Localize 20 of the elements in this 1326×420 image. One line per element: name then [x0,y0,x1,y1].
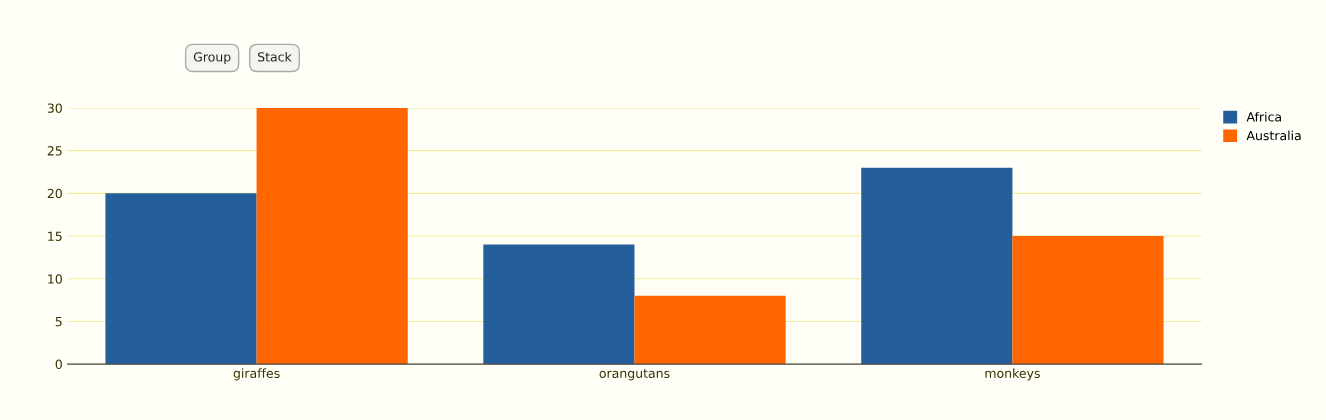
text: Stack [258,51,292,62]
bar [105,193,257,365]
x-tick-label: monkeys [985,368,1040,381]
y-tick-label: 20 [47,188,62,199]
y-tick-label: 25 [47,146,62,156]
y-tick-label: 10 [48,274,62,284]
y-tick-label: 0 [55,359,62,370]
bar [256,107,408,365]
y-tick-label: 15 [48,231,62,241]
x-tick-label: giraffes [233,368,280,381]
legend-label: Australia [1246,130,1301,141]
y-tick-label: 5 [55,317,62,327]
bar [1012,236,1164,365]
bar [483,244,635,365]
y-tick-label: 30 [47,103,62,113]
bar [861,167,1013,365]
bar [634,295,786,365]
x-tick-label: orangutans [599,369,670,381]
legend-label: Africa [1246,111,1281,122]
text: Group [193,52,231,65]
